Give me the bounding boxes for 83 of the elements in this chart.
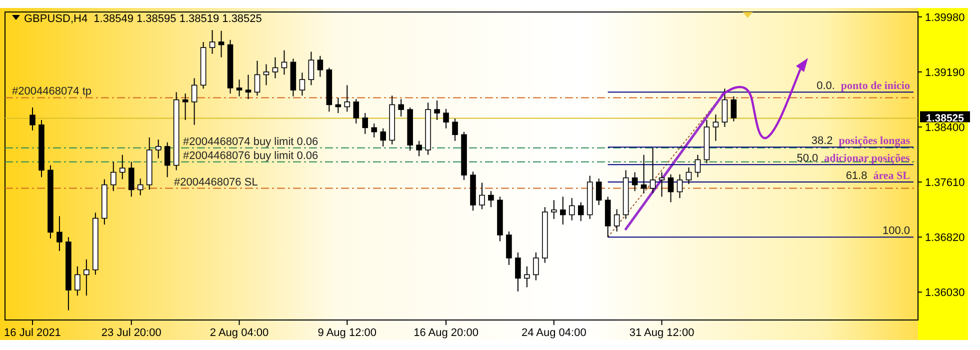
candlestick [568, 198, 575, 221]
annotation: ponto de inicio [840, 80, 910, 92]
candlestick [614, 208, 620, 232]
candlestick [119, 154, 126, 180]
candlestick [155, 139, 162, 159]
ref-line-label: #2004468076 buy limit 0.06 [183, 150, 318, 162]
candlestick [524, 266, 530, 288]
candlestick [452, 118, 458, 142]
candlestick [722, 88, 728, 128]
candlestick [362, 112, 368, 134]
candlestick [515, 252, 521, 292]
candlestick [694, 154, 701, 178]
candlestick [712, 114, 719, 142]
candlestick [676, 174, 683, 199]
candlestick [84, 258, 90, 296]
candlestick [263, 64, 270, 86]
candlestick [254, 60, 260, 96]
x-tick-label: 16 Aug 20:00 [414, 327, 478, 339]
candlestick [380, 128, 386, 147]
candlestick [640, 154, 647, 194]
x-tick-label: 9 Aug 12:00 [318, 327, 377, 339]
candlestick [218, 30, 224, 58]
candlestick [416, 140, 422, 157]
candlestick [110, 161, 116, 192]
y-tick-label: 1.39190 [925, 66, 965, 79]
candlestick [443, 108, 449, 129]
candlestick [353, 98, 360, 124]
candlestick [137, 178, 144, 196]
candlestick [164, 142, 170, 178]
candlestick [182, 93, 188, 121]
candlestick [658, 172, 665, 198]
y-tick-label: 1.36820 [925, 232, 965, 244]
candlestick [236, 79, 242, 97]
candlestick [74, 266, 80, 296]
candlestick [56, 216, 62, 252]
candlestick [209, 30, 216, 54]
x-tick-label: 31 Aug 12:00 [629, 327, 694, 339]
candlestick [317, 55, 324, 78]
candlestick [650, 147, 656, 194]
candlestick [371, 122, 378, 138]
annotation: 50.0 [796, 152, 818, 165]
candlestick [128, 161, 134, 198]
candlestick [308, 51, 314, 86]
candlestick [533, 252, 539, 281]
candlestick [191, 78, 198, 126]
annotation: área SL [873, 170, 910, 182]
candlestick [560, 196, 566, 226]
candlestick [551, 200, 557, 220]
candlestick [281, 50, 288, 76]
candlestick [668, 174, 674, 203]
x-tick-label: 2 Aug 04:00 [210, 327, 269, 339]
annotation: 61.8 [846, 170, 868, 182]
y-tick-label: 1.38400 [925, 122, 965, 134]
candlestick [506, 231, 512, 266]
candlestick [578, 202, 584, 222]
candlestick [730, 96, 737, 122]
candlestick [272, 56, 278, 79]
annotation: posições longas [838, 135, 911, 148]
candlestick [245, 74, 252, 100]
candlestick [488, 190, 494, 208]
y-tick-label: 1.39980 [925, 12, 965, 24]
ref-line-label: #2004468076 SL [174, 176, 258, 188]
candlestick [398, 98, 404, 118]
candlestick [299, 72, 306, 96]
x-tick-label: 16 Jul 2021 [4, 327, 61, 339]
ref-line-label: #2004468074 buy limit 0.06 [183, 136, 318, 148]
chart-title: GBPUSD,H4 1.38549 1.38595 1.38519 1.38525 [24, 13, 262, 25]
annotation: 100.0 [882, 225, 910, 238]
candlestick [596, 178, 602, 206]
y-tick-label: 1.37610 [925, 177, 965, 190]
annotation: 38.2 [811, 135, 833, 148]
ref-line-label: 1.38525 [926, 112, 964, 124]
y-tick-label: 1.36030 [925, 287, 965, 300]
ref-line-label: #2004468074 tp [12, 86, 92, 98]
candlestick [686, 166, 692, 185]
candlestick [479, 182, 485, 210]
annotation: 0.0. [816, 80, 835, 92]
x-tick-label: 24 Aug 04:00 [521, 327, 586, 339]
candlestick [434, 100, 440, 121]
x-tick-label: 23 Jul 20:00 [101, 327, 162, 339]
candlestick [632, 172, 638, 192]
candlestick [30, 106, 36, 131]
candlestick [344, 84, 350, 112]
